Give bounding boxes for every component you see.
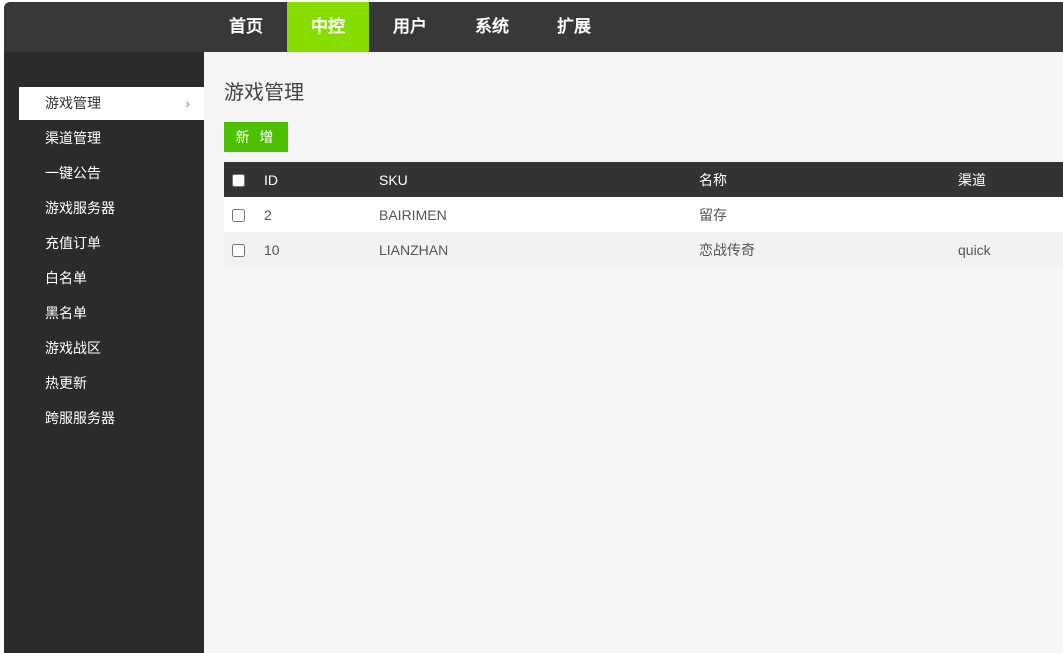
sidebar-item-label: 游戏管理 <box>45 95 101 111</box>
header-name: 名称 <box>699 162 958 197</box>
table-cell: quick <box>958 232 1063 267</box>
main-content: 游戏管理 新 增 ID SKU 名称 渠道 2 BAIRIMEN 留存 10 LIANZ… <box>204 52 1063 653</box>
nav-users[interactable]: 用户 <box>393 17 427 36</box>
row-checkbox[interactable] <box>232 244 245 258</box>
sidebar-item-label: 一键公告 <box>45 165 101 181</box>
nav-home[interactable]: 首页 <box>229 17 263 36</box>
row-checkbox[interactable] <box>232 209 245 223</box>
sidebar-item-label: 热更新 <box>45 375 87 391</box>
nav-system[interactable]: 系统 <box>475 17 509 36</box>
top-bar: 首页 中控 用户 系统 扩展 <box>4 2 1063 52</box>
header-id: ID <box>254 162 379 197</box>
sidebar-item[interactable]: 充值订单 <box>19 227 204 260</box>
sidebar-item[interactable]: 跨服服务器 <box>19 402 204 435</box>
table-cell: 2 <box>254 197 379 232</box>
sidebar-item[interactable]: 白名单 <box>19 262 204 295</box>
header-channel: 渠道 <box>958 162 1063 197</box>
sidebar-item-label: 渠道管理 <box>45 130 101 146</box>
sidebar-item[interactable]: 游戏战区 <box>19 332 204 365</box>
table-cell <box>958 197 1063 232</box>
table-row: 2 BAIRIMEN 留存 <box>224 197 1063 232</box>
sidebar-item[interactable]: 渠道管理 <box>19 122 204 155</box>
table-row: 10 LIANZHAN 恋战传奇 quick <box>224 232 1063 267</box>
top-nav: 首页 中控 用户 系统 扩展 <box>205 2 615 52</box>
sidebar-item-label: 白名单 <box>45 270 87 286</box>
table-cell: LIANZHAN <box>379 232 699 267</box>
add-button[interactable]: 新 增 <box>224 122 288 152</box>
table-cell: 留存 <box>699 197 958 232</box>
app-window: 首页 中控 用户 系统 扩展 游戏管理 › 渠道管理一键公告游戏服务器充值订单白名单… <box>4 2 1063 653</box>
sidebar: 游戏管理 › 渠道管理一键公告游戏服务器充值订单白名单黑名单游戏战区热更新跨服服务器 <box>4 52 204 653</box>
sidebar-item[interactable]: 热更新 <box>19 367 204 400</box>
sidebar-item[interactable]: 游戏管理 › <box>19 87 204 120</box>
table-cell: BAIRIMEN <box>379 197 699 232</box>
chevron-right-icon: › <box>185 95 190 111</box>
sidebar-item-label: 游戏战区 <box>45 340 101 356</box>
table-cell: 10 <box>254 232 379 267</box>
sidebar-item[interactable]: 一键公告 <box>19 157 204 190</box>
games-table: ID SKU 名称 渠道 2 BAIRIMEN 留存 10 LIANZHAN 恋战传奇 qu… <box>224 162 1063 267</box>
table-cell: 恋战传奇 <box>699 232 958 267</box>
sidebar-item-label: 游戏服务器 <box>45 200 115 216</box>
sidebar-item-label: 黑名单 <box>45 305 87 321</box>
select-all-checkbox[interactable] <box>232 174 245 188</box>
header-sku: SKU <box>379 162 699 197</box>
sidebar-item-label: 跨服服务器 <box>45 410 115 426</box>
sidebar-item[interactable]: 游戏服务器 <box>19 192 204 225</box>
page-title: 游戏管理 <box>224 82 304 104</box>
table-header: ID SKU 名称 渠道 <box>224 162 1063 197</box>
nav-control[interactable]: 中控 <box>287 2 369 52</box>
sidebar-item[interactable]: 黑名单 <box>19 297 204 330</box>
nav-extensions[interactable]: 扩展 <box>557 17 591 36</box>
sidebar-item-label: 充值订单 <box>45 235 101 251</box>
